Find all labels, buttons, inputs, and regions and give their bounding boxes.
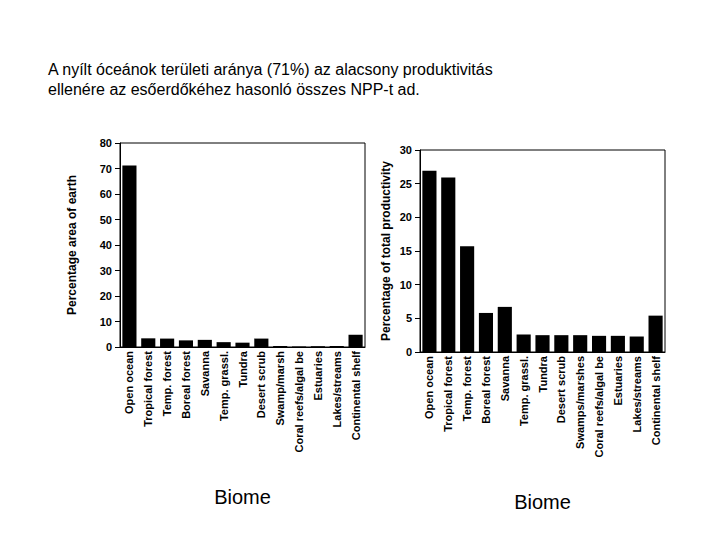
svg-text:Tropical forest: Tropical forest [142, 351, 154, 427]
svg-text:Temp. grassl.: Temp. grassl. [218, 351, 230, 421]
svg-text:Biome: Biome [514, 491, 571, 513]
svg-text:Biome: Biome [214, 486, 271, 508]
svg-text:0: 0 [106, 341, 112, 353]
svg-text:Savanna: Savanna [199, 350, 211, 396]
svg-text:Percentage of total productivi: Percentage of total productivity [379, 161, 393, 341]
svg-text:30: 30 [400, 144, 412, 156]
svg-text:80: 80 [100, 137, 112, 149]
svg-text:Continental shelf: Continental shelf [350, 351, 362, 441]
svg-text:Temp. forest: Temp. forest [161, 351, 173, 417]
svg-text:50: 50 [100, 214, 112, 226]
html-text:A nyílt óceánok területi arány: A nyílt óceánok területi aránya (71%) az… [48, 61, 493, 98]
svg-text:5: 5 [406, 312, 412, 324]
svg-text:10: 10 [100, 316, 112, 328]
svg-text:60: 60 [100, 188, 112, 200]
svg-text:70: 70 [100, 163, 112, 175]
svg-text:Boreal forest: Boreal forest [180, 351, 192, 419]
svg-text:20: 20 [100, 290, 112, 302]
svg-text:15: 15 [400, 245, 412, 257]
svg-text:Coral reefs/algal be: Coral reefs/algal be [593, 356, 605, 458]
svg-text:20: 20 [400, 211, 412, 223]
svg-text:30: 30 [100, 265, 112, 277]
svg-text:Tundra: Tundra [537, 355, 549, 392]
svg-text:Swamp/marsh: Swamp/marsh [274, 351, 286, 426]
svg-text:Lakes/streams: Lakes/streams [631, 356, 643, 432]
svg-text:Desert scrub: Desert scrub [555, 356, 567, 424]
svg-text:Boreal forest: Boreal forest [480, 356, 492, 424]
svg-text:Continental shelf: Continental shelf [650, 356, 662, 446]
svg-text:Temp. grassl.: Temp. grassl. [518, 356, 530, 426]
svg-text:Estuaries: Estuaries [612, 356, 624, 406]
svg-text:10: 10 [400, 279, 412, 291]
svg-text:Tropical forest: Tropical forest [442, 356, 454, 432]
svg-text:Savanna: Savanna [499, 355, 511, 401]
svg-text:0: 0 [406, 346, 412, 358]
svg-text:Tundra: Tundra [237, 350, 249, 387]
svg-text:Estuaries: Estuaries [312, 351, 324, 401]
svg-text:40: 40 [100, 239, 112, 251]
svg-text:Open ocean: Open ocean [423, 356, 435, 419]
svg-text:Swamps/marshes: Swamps/marshes [574, 356, 586, 449]
svg-text:Temp. forest: Temp. forest [461, 356, 473, 422]
svg-text:Coral reefs/algal be: Coral reefs/algal be [293, 351, 305, 453]
svg-text:Desert scrub: Desert scrub [255, 351, 267, 419]
svg-text:25: 25 [400, 178, 412, 190]
svg-text:Open ocean: Open ocean [123, 351, 135, 414]
svg-text:Percentage area of earth: Percentage area of earth [65, 175, 79, 315]
svg-text:Lakes/streams: Lakes/streams [331, 351, 343, 427]
